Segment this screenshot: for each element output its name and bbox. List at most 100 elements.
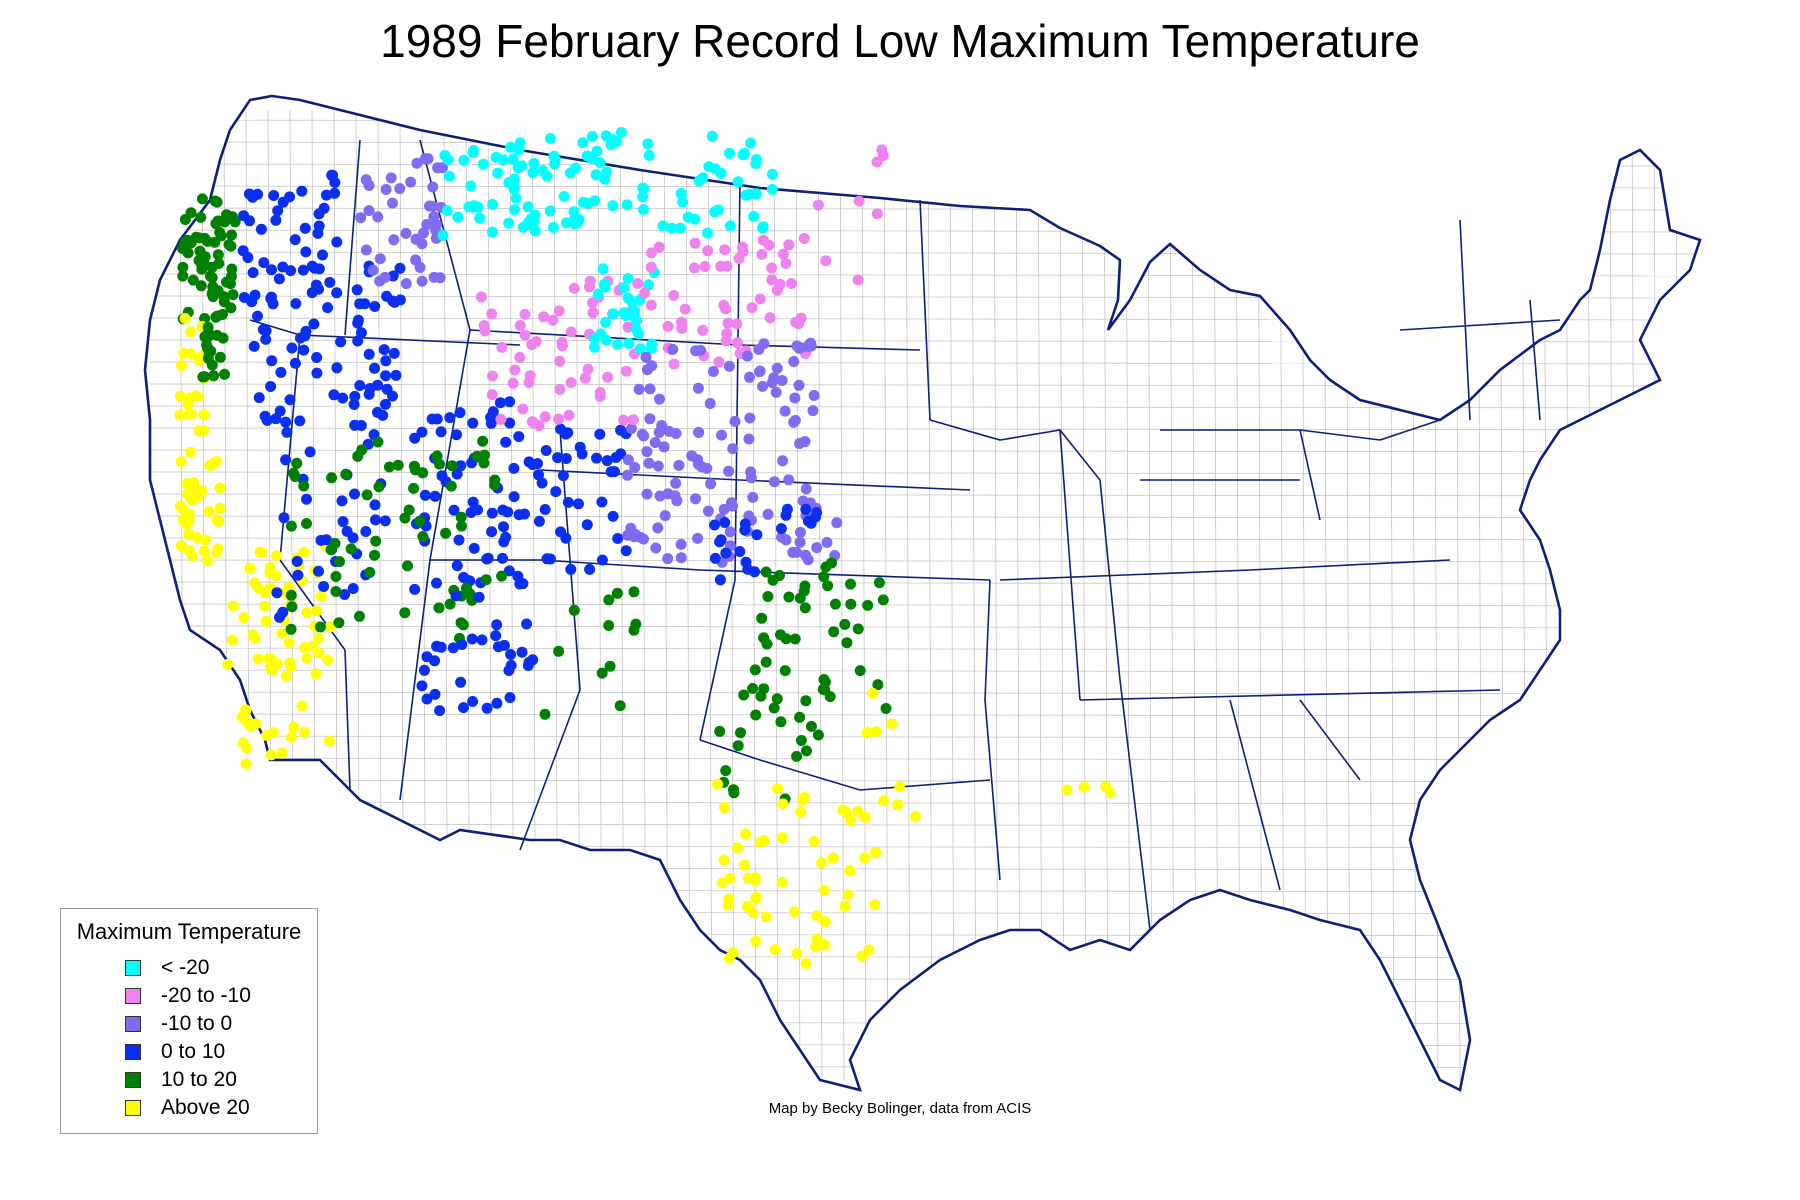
station-point (910, 811, 921, 823)
station-point (260, 615, 272, 627)
station-point (329, 187, 341, 199)
station-point (594, 387, 606, 398)
station-point (583, 281, 595, 293)
station-point (861, 727, 873, 739)
station-point (805, 720, 817, 732)
station-point (424, 200, 435, 212)
station-point (867, 687, 879, 699)
station-point (503, 177, 515, 189)
station-point (733, 253, 745, 264)
station-point (441, 205, 453, 217)
station-point (768, 702, 780, 714)
station-point (533, 515, 545, 527)
station-point (596, 496, 608, 508)
station-point (556, 340, 568, 352)
station-point (842, 889, 854, 901)
station-point (732, 740, 744, 752)
state-border (929, 419, 1101, 481)
station-point (265, 381, 277, 392)
station-point (468, 542, 480, 554)
station-point (409, 432, 421, 444)
county-line (553, 109, 559, 1081)
station-point (675, 538, 687, 550)
station-point (749, 664, 761, 676)
county-line (149, 339, 1700, 343)
station-point (297, 264, 309, 276)
station-point (820, 255, 832, 267)
station-point (352, 335, 364, 347)
station-point (185, 348, 197, 360)
station-point (724, 147, 735, 159)
station-point (780, 258, 792, 269)
station-point (208, 370, 220, 382)
county-line (149, 207, 1700, 211)
station-point (429, 490, 441, 502)
county-line (685, 109, 691, 1081)
station-point (497, 504, 509, 516)
station-point (744, 412, 756, 424)
station-point (638, 533, 649, 545)
station-point (533, 469, 544, 481)
station-point (702, 227, 713, 239)
station-point (500, 436, 512, 448)
station-point (237, 737, 249, 749)
station-point (614, 700, 626, 712)
station-point (349, 390, 361, 402)
station-point (552, 452, 564, 464)
county-line (149, 977, 1700, 981)
station-point (369, 362, 380, 374)
station-point (754, 365, 766, 377)
legend-label: -10 to 0 (161, 1012, 233, 1035)
station-point (1100, 781, 1112, 793)
station-point (577, 137, 589, 149)
station-point (226, 229, 238, 241)
state-border (539, 469, 741, 481)
station-point (516, 160, 528, 172)
station-point (818, 884, 830, 896)
station-point (485, 417, 497, 429)
station-point (791, 750, 803, 762)
station-point (818, 571, 830, 583)
county-line (443, 109, 449, 1081)
station-point (706, 130, 718, 142)
station-point (196, 193, 208, 205)
station-point (505, 659, 517, 671)
station-point (777, 455, 789, 467)
station-point (315, 534, 327, 546)
station-point (679, 303, 691, 315)
county-line (1389, 109, 1395, 1081)
station-point (852, 623, 864, 635)
station-point (565, 326, 577, 338)
station-point (662, 553, 674, 565)
station-point (628, 586, 640, 598)
station-point (757, 221, 769, 233)
station-point (766, 183, 778, 195)
station-point (487, 198, 499, 210)
station-point (779, 405, 791, 417)
station-point (334, 556, 345, 568)
station-point (286, 731, 297, 743)
station-point (643, 150, 655, 161)
state-border (699, 579, 736, 741)
station-point (692, 382, 704, 394)
county-line (927, 109, 933, 1081)
station-point (523, 456, 535, 468)
station-point (486, 507, 498, 519)
station-point (877, 594, 889, 606)
county-line (149, 779, 1700, 783)
station-point (630, 618, 642, 630)
state-border (734, 179, 741, 581)
station-point (764, 312, 776, 324)
station-point (780, 509, 792, 521)
station-point (214, 351, 226, 363)
station-point (454, 407, 466, 419)
station-point (379, 515, 391, 527)
legend-item: 10 to 20 (125, 1067, 237, 1093)
station-point (768, 476, 780, 488)
station-point (621, 469, 633, 481)
station-point (513, 431, 525, 443)
station-point (811, 933, 823, 945)
station-point (428, 271, 440, 283)
station-point (653, 427, 665, 438)
station-point (642, 138, 654, 150)
